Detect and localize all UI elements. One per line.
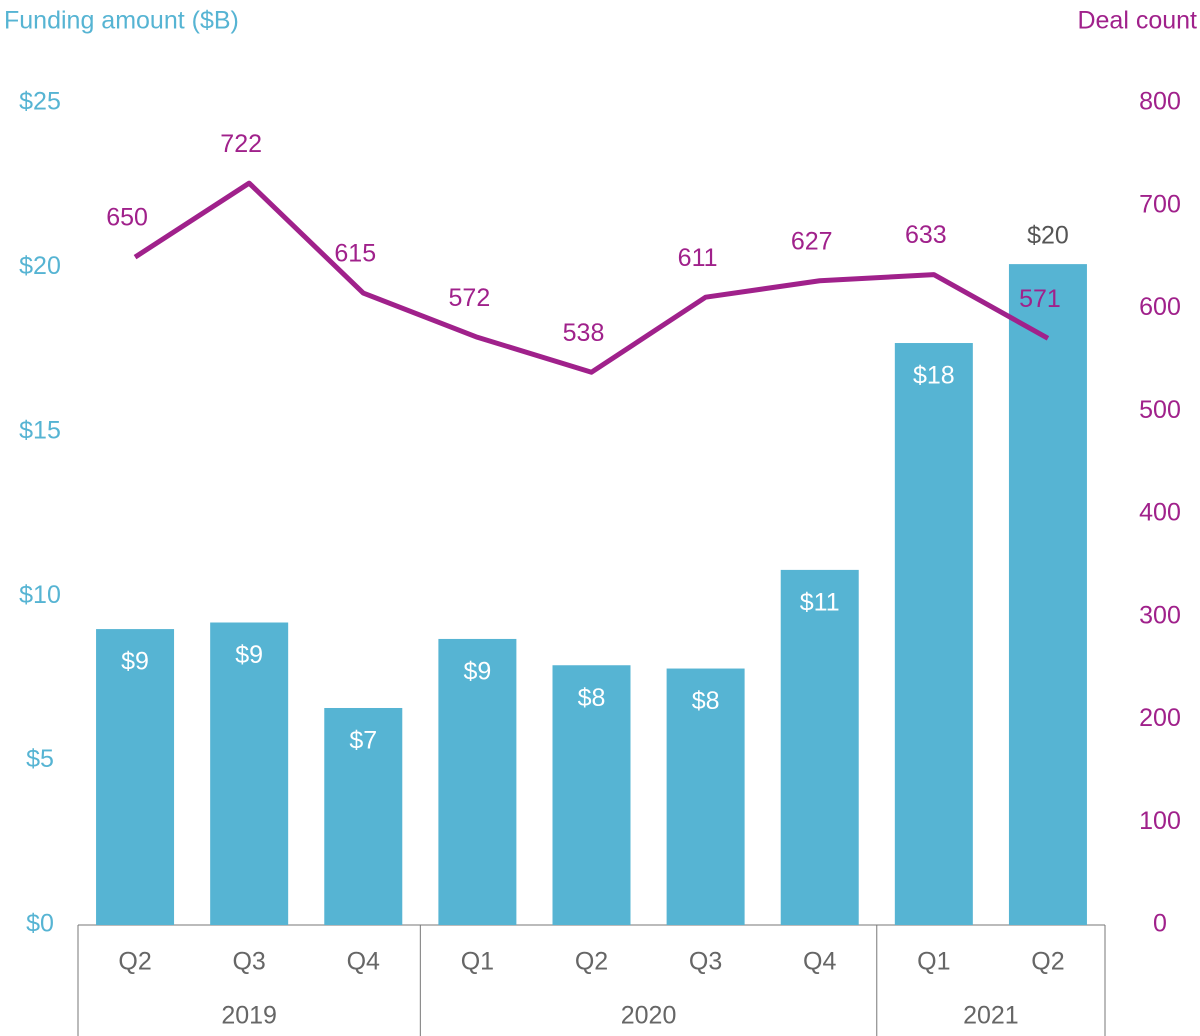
bar <box>666 668 745 925</box>
line-value-label: 650 <box>106 204 148 232</box>
line-value-label: 615 <box>334 240 376 268</box>
x-tick-label: Q4 <box>803 948 836 976</box>
group-label: 2020 <box>621 1002 677 1030</box>
y2-tick-label: 800 <box>1139 88 1181 116</box>
y2-axis-label: Deal count <box>1077 7 1197 35</box>
group-label: 2019 <box>221 1002 277 1030</box>
bar-value-label: $9 <box>235 641 263 669</box>
y2-tick-label: 0 <box>1153 910 1167 938</box>
x-tick-label: Q1 <box>917 948 950 976</box>
bar-value-label: $9 <box>463 658 491 686</box>
bar <box>324 707 403 925</box>
bar-value-label: $20 <box>1027 222 1069 250</box>
y-tick-label: $10 <box>19 581 61 609</box>
group-label: 2021 <box>963 1002 1019 1030</box>
line-value-label: 633 <box>905 221 947 249</box>
x-tick-label: Q2 <box>575 948 608 976</box>
line <box>133 180 1050 375</box>
bar <box>780 569 859 925</box>
x-tick-label: Q2 <box>118 948 151 976</box>
bar <box>552 665 631 925</box>
y-tick-label: $5 <box>26 745 54 773</box>
line-value-label: 572 <box>449 284 491 312</box>
y-tick-label: $15 <box>19 416 61 444</box>
y2-tick-label: 400 <box>1139 499 1181 527</box>
y-tick-label: $0 <box>26 910 54 938</box>
line-value-label: 538 <box>563 319 605 347</box>
y-tick-label: $25 <box>19 88 61 116</box>
bar <box>894 343 973 925</box>
y2-tick-label: 300 <box>1139 601 1181 629</box>
x-tick-label: Q3 <box>689 948 722 976</box>
y-axis-label: Funding amount ($B) <box>4 7 239 35</box>
y2-tick-label: 500 <box>1139 396 1181 424</box>
bar-value-label: $8 <box>578 684 606 712</box>
bar <box>210 622 289 925</box>
bar-value-label: $18 <box>913 362 955 390</box>
y2-tick-label: 100 <box>1139 807 1181 835</box>
x-tick-label: Q1 <box>461 948 494 976</box>
line-value-label: 627 <box>791 227 833 255</box>
bar <box>1008 264 1087 925</box>
bar-value-label: $8 <box>692 687 720 715</box>
y2-tick-label: 200 <box>1139 704 1181 732</box>
line-value-label: 722 <box>220 130 262 158</box>
y-tick-label: $20 <box>19 252 61 280</box>
bar <box>96 629 175 925</box>
bar-value-label: $11 <box>800 589 840 617</box>
line-value-label: 571 <box>1019 285 1061 313</box>
bar <box>438 638 517 925</box>
x-tick-label: Q3 <box>232 948 265 976</box>
x-tick-label: Q2 <box>1031 948 1064 976</box>
bar-value-label: $9 <box>121 648 149 676</box>
y2-tick-label: 600 <box>1139 293 1181 321</box>
bar-value-label: $7 <box>349 727 377 755</box>
x-tick-label: Q4 <box>347 948 380 976</box>
line-value-label: 611 <box>678 244 718 272</box>
y2-tick-label: 700 <box>1139 190 1181 218</box>
